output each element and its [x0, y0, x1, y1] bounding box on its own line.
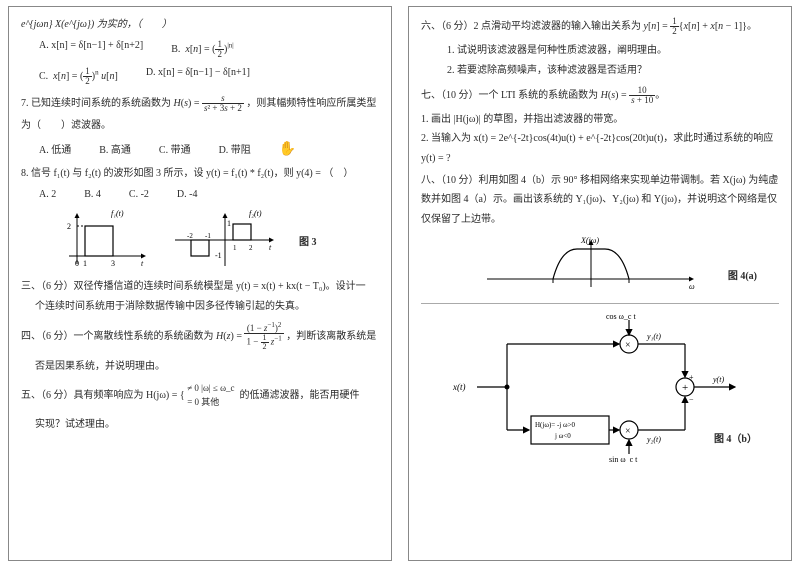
fig4a-label: 图 4(a) — [728, 267, 757, 282]
q6-opts-row2: C. x[n] = (12)n u[n] D. x[n] = δ[n−1] − … — [39, 67, 379, 86]
r-q7-sub2: 2. 当输入为 x(t) = 2e^{-2t}cos(4t)u(t) + e^{… — [421, 132, 779, 146]
q8-opt-d: D. -4 — [177, 189, 198, 200]
r-q8-stem: 八、（10 分）利用如图 4（b）示 90° 移相网络来实现单边带调制。若 X(… — [421, 174, 779, 188]
svg-text:X(jω): X(jω) — [580, 236, 599, 245]
q7-opts: A. 低通 B. 高通 C. 带通 D. 带阻 ✋ — [39, 141, 379, 158]
q5-stem-a: 五、（6 分）具有频率响应为 H(jω) = — [21, 390, 180, 401]
q6-header: e^{jωn} X(e^{jω}) 为实的，（ ） — [21, 17, 379, 32]
svg-text:cos ω_c t: cos ω_c t — [606, 312, 636, 321]
q7-stem2: 为（ ）滤波器。 — [21, 118, 379, 133]
fig3-right-plot: f₂(t) 1 -1 -2 -1 1 2 t — [171, 208, 279, 272]
r-q8-stem2: 数并如图 4（a）示。画出该系统的 Y₁(jω)、Y₂(jω) 和 Y(jω)，… — [421, 193, 779, 207]
svg-text:ω: ω — [689, 282, 695, 291]
svg-text:x(t): x(t) — [452, 382, 466, 392]
q3-stem: 三、（6 分）双径传播信道的连续时间系统模型是 y(t) = x(t) + kx… — [21, 280, 379, 294]
svg-text:2: 2 — [249, 244, 253, 252]
svg-text:3: 3 — [111, 259, 115, 268]
svg-text:-2: -2 — [187, 232, 193, 240]
svg-text:×: × — [625, 340, 631, 351]
svg-text:1: 1 — [83, 259, 87, 268]
fig4a: X(jω) ω 图 4(a) — [481, 235, 779, 295]
fig3-left-ylabel: f₁(t) — [111, 209, 124, 218]
q8-stem: 8. 信号 f₁(t) 与 f₂(t) 的波形如图 3 所示，设 y(t) = … — [21, 166, 379, 181]
fig3-label: 图 3 — [299, 233, 317, 248]
q5-case2: = 0 其他 — [187, 397, 219, 407]
q7-opt-c: C. 带通 — [159, 141, 191, 158]
svg-text:j ω<0: j ω<0 — [554, 432, 571, 440]
q8-opts: A. 2 B. 4 C. -2 D. -4 — [39, 189, 379, 200]
svg-text:+: + — [682, 382, 688, 394]
svg-text:H(jω)= -j ω>0: H(jω)= -j ω>0 — [535, 421, 576, 429]
r-q7-sub1: 1. 画出 |H(jω)| 的草图，并指出滤波器的带宽。 — [421, 113, 779, 127]
r-q6-sub1: 1. 试说明该滤波器是何种性质滤波器，阐明理由。 — [447, 44, 779, 58]
hand-icon: ✋ — [279, 141, 296, 158]
q7-opt-b: B. 高通 — [99, 141, 131, 158]
q4-stem2: 否是因果系统，并说明理由。 — [35, 359, 379, 374]
fig3-left-plot: f₁(t) 2 0 1 3 t — [61, 208, 151, 272]
q6-opt-d: D. x[n] = δ[n−1] − δ[n+1] — [146, 67, 250, 86]
q6-opt-b: B. x[n] = (12)|n| — [171, 40, 233, 59]
fig3: f₁(t) 2 0 1 3 t f₂(t) 1 -1 -2 -1 1 2 t 图… — [61, 208, 379, 272]
fig4b-diagram: x(t) × cos ω_c t y₁(t) H(jω)= -j ω>0 j ω… — [451, 312, 751, 462]
fig4a-plot: X(jω) ω — [481, 235, 701, 295]
q5-stem-b: 的低通滤波器，能否用硬件 — [240, 390, 360, 401]
svg-text:0: 0 — [75, 259, 79, 268]
q6-opt-c: C. x[n] = (12)n u[n] — [39, 67, 118, 86]
q8-opt-b: B. 4 — [84, 189, 101, 200]
svg-text:−: − — [689, 395, 694, 404]
svg-text:+: + — [689, 373, 694, 382]
svg-text:y(t): y(t) — [712, 375, 724, 384]
svg-text:-1: -1 — [215, 251, 222, 260]
r-q7-stem: 七、（10 分）一个 LTI 系统的系统函数为 H(s) = 10s + 10。 — [421, 86, 779, 105]
fig3-right-ylabel: f₂(t) — [249, 209, 262, 218]
fig4b-label: 图 4（b） — [714, 430, 757, 445]
page-right: 六、（6 分）2 点滑动平均滤波器的输入输出关系为 y[n] = 12{x[n]… — [408, 6, 792, 561]
q6-opt-a: A. x[n] = δ[n−1] + δ[n+2] — [39, 40, 143, 59]
divider — [421, 303, 779, 304]
r-q6-stem: 六、（6 分）2 点滑动平均滤波器的输入输出关系为 y[n] = 12{x[n]… — [421, 17, 779, 36]
svg-text:×: × — [625, 426, 631, 437]
q6-opts-row1: A. x[n] = δ[n−1] + δ[n+2] B. x[n] = (12)… — [39, 40, 379, 59]
fig3-left-xlabel: t — [141, 259, 144, 268]
page-left: e^{jωn} X(e^{jω}) 为实的，（ ） A. x[n] = δ[n−… — [8, 6, 392, 561]
q7-opt-a: A. 低通 — [39, 141, 71, 158]
q8-opt-c: C. -2 — [129, 189, 149, 200]
q7-stem: 7. 已知连续时间系统的系统函数为 H(s) = ss² + 3s + 2 ，则… — [21, 94, 379, 113]
q3-stem2: 个连续时间系统用于消除数据传输中因多径传输引起的失真。 — [35, 299, 379, 314]
q6-header-text: e^{jωn} X(e^{jω}) 为实的，（ ） — [21, 19, 172, 30]
svg-text:-1: -1 — [205, 232, 211, 240]
q5-case1: ≠ 0 |ω| ≤ ω_c — [187, 383, 234, 393]
q4-stem: 四、（6 分）一个离散线性系统的系统函数为 H(z) = (1 − z−1)21… — [21, 322, 379, 351]
svg-text:y₂(t): y₂(t) — [646, 435, 661, 444]
fig4b: x(t) × cos ω_c t y₁(t) H(jω)= -j ω>0 j ω… — [451, 312, 779, 462]
q8-opt-a: A. 2 — [39, 189, 56, 200]
r-q8-stem3: 仅保留了上边带。 — [421, 212, 779, 227]
q7-opt-d: D. 带阻 — [219, 141, 251, 158]
svg-text:sin ω_c t: sin ω_c t — [609, 455, 638, 462]
q5-stem3: 实现？试述理由。 — [35, 417, 379, 432]
svg-text:t: t — [269, 243, 272, 252]
q5-stem: 五、（6 分）具有频率响应为 H(jω) = { ≠ 0 |ω| ≤ ω_c =… — [21, 382, 379, 409]
r-q7-sub3: y(t) = ? — [421, 151, 779, 166]
svg-text:1: 1 — [227, 219, 231, 228]
fig3-left-ytick: 2 — [67, 222, 71, 231]
r-q6-sub2: 2. 若要滤除高频噪声，该种滤波器是否适用？ — [447, 63, 779, 78]
svg-text:1: 1 — [233, 244, 237, 252]
svg-text:y₁(t): y₁(t) — [646, 332, 661, 341]
